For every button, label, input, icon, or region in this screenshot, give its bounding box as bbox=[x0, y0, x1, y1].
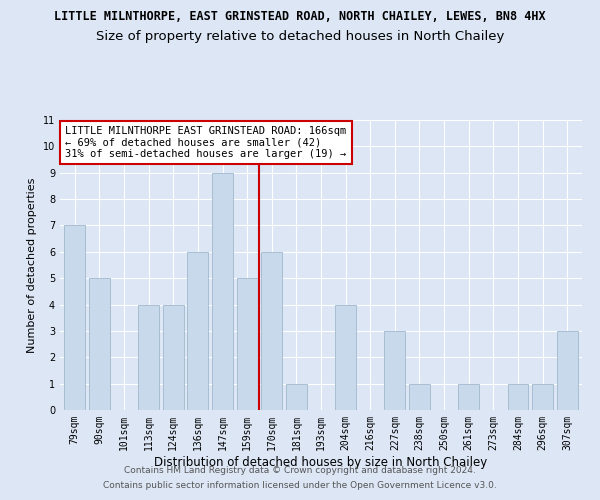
Bar bbox=[508, 384, 529, 410]
Bar bbox=[187, 252, 208, 410]
Bar bbox=[261, 252, 282, 410]
Bar bbox=[64, 226, 85, 410]
Bar bbox=[532, 384, 553, 410]
Bar bbox=[138, 304, 159, 410]
Text: Contains public sector information licensed under the Open Government Licence v3: Contains public sector information licen… bbox=[103, 481, 497, 490]
Bar bbox=[89, 278, 110, 410]
Text: Size of property relative to detached houses in North Chailey: Size of property relative to detached ho… bbox=[96, 30, 504, 43]
Y-axis label: Number of detached properties: Number of detached properties bbox=[28, 178, 37, 352]
Bar bbox=[236, 278, 257, 410]
Bar bbox=[286, 384, 307, 410]
Bar bbox=[212, 172, 233, 410]
Text: LITTLE MILNTHORPE EAST GRINSTEAD ROAD: 166sqm
← 69% of detached houses are small: LITTLE MILNTHORPE EAST GRINSTEAD ROAD: 1… bbox=[65, 126, 346, 159]
Bar bbox=[458, 384, 479, 410]
Bar bbox=[385, 331, 406, 410]
Bar bbox=[335, 304, 356, 410]
Bar bbox=[163, 304, 184, 410]
Text: LITTLE MILNTHORPE, EAST GRINSTEAD ROAD, NORTH CHAILEY, LEWES, BN8 4HX: LITTLE MILNTHORPE, EAST GRINSTEAD ROAD, … bbox=[54, 10, 546, 23]
Bar bbox=[409, 384, 430, 410]
X-axis label: Distribution of detached houses by size in North Chailey: Distribution of detached houses by size … bbox=[154, 456, 488, 468]
Bar bbox=[557, 331, 578, 410]
Text: Contains HM Land Registry data © Crown copyright and database right 2024.: Contains HM Land Registry data © Crown c… bbox=[124, 466, 476, 475]
